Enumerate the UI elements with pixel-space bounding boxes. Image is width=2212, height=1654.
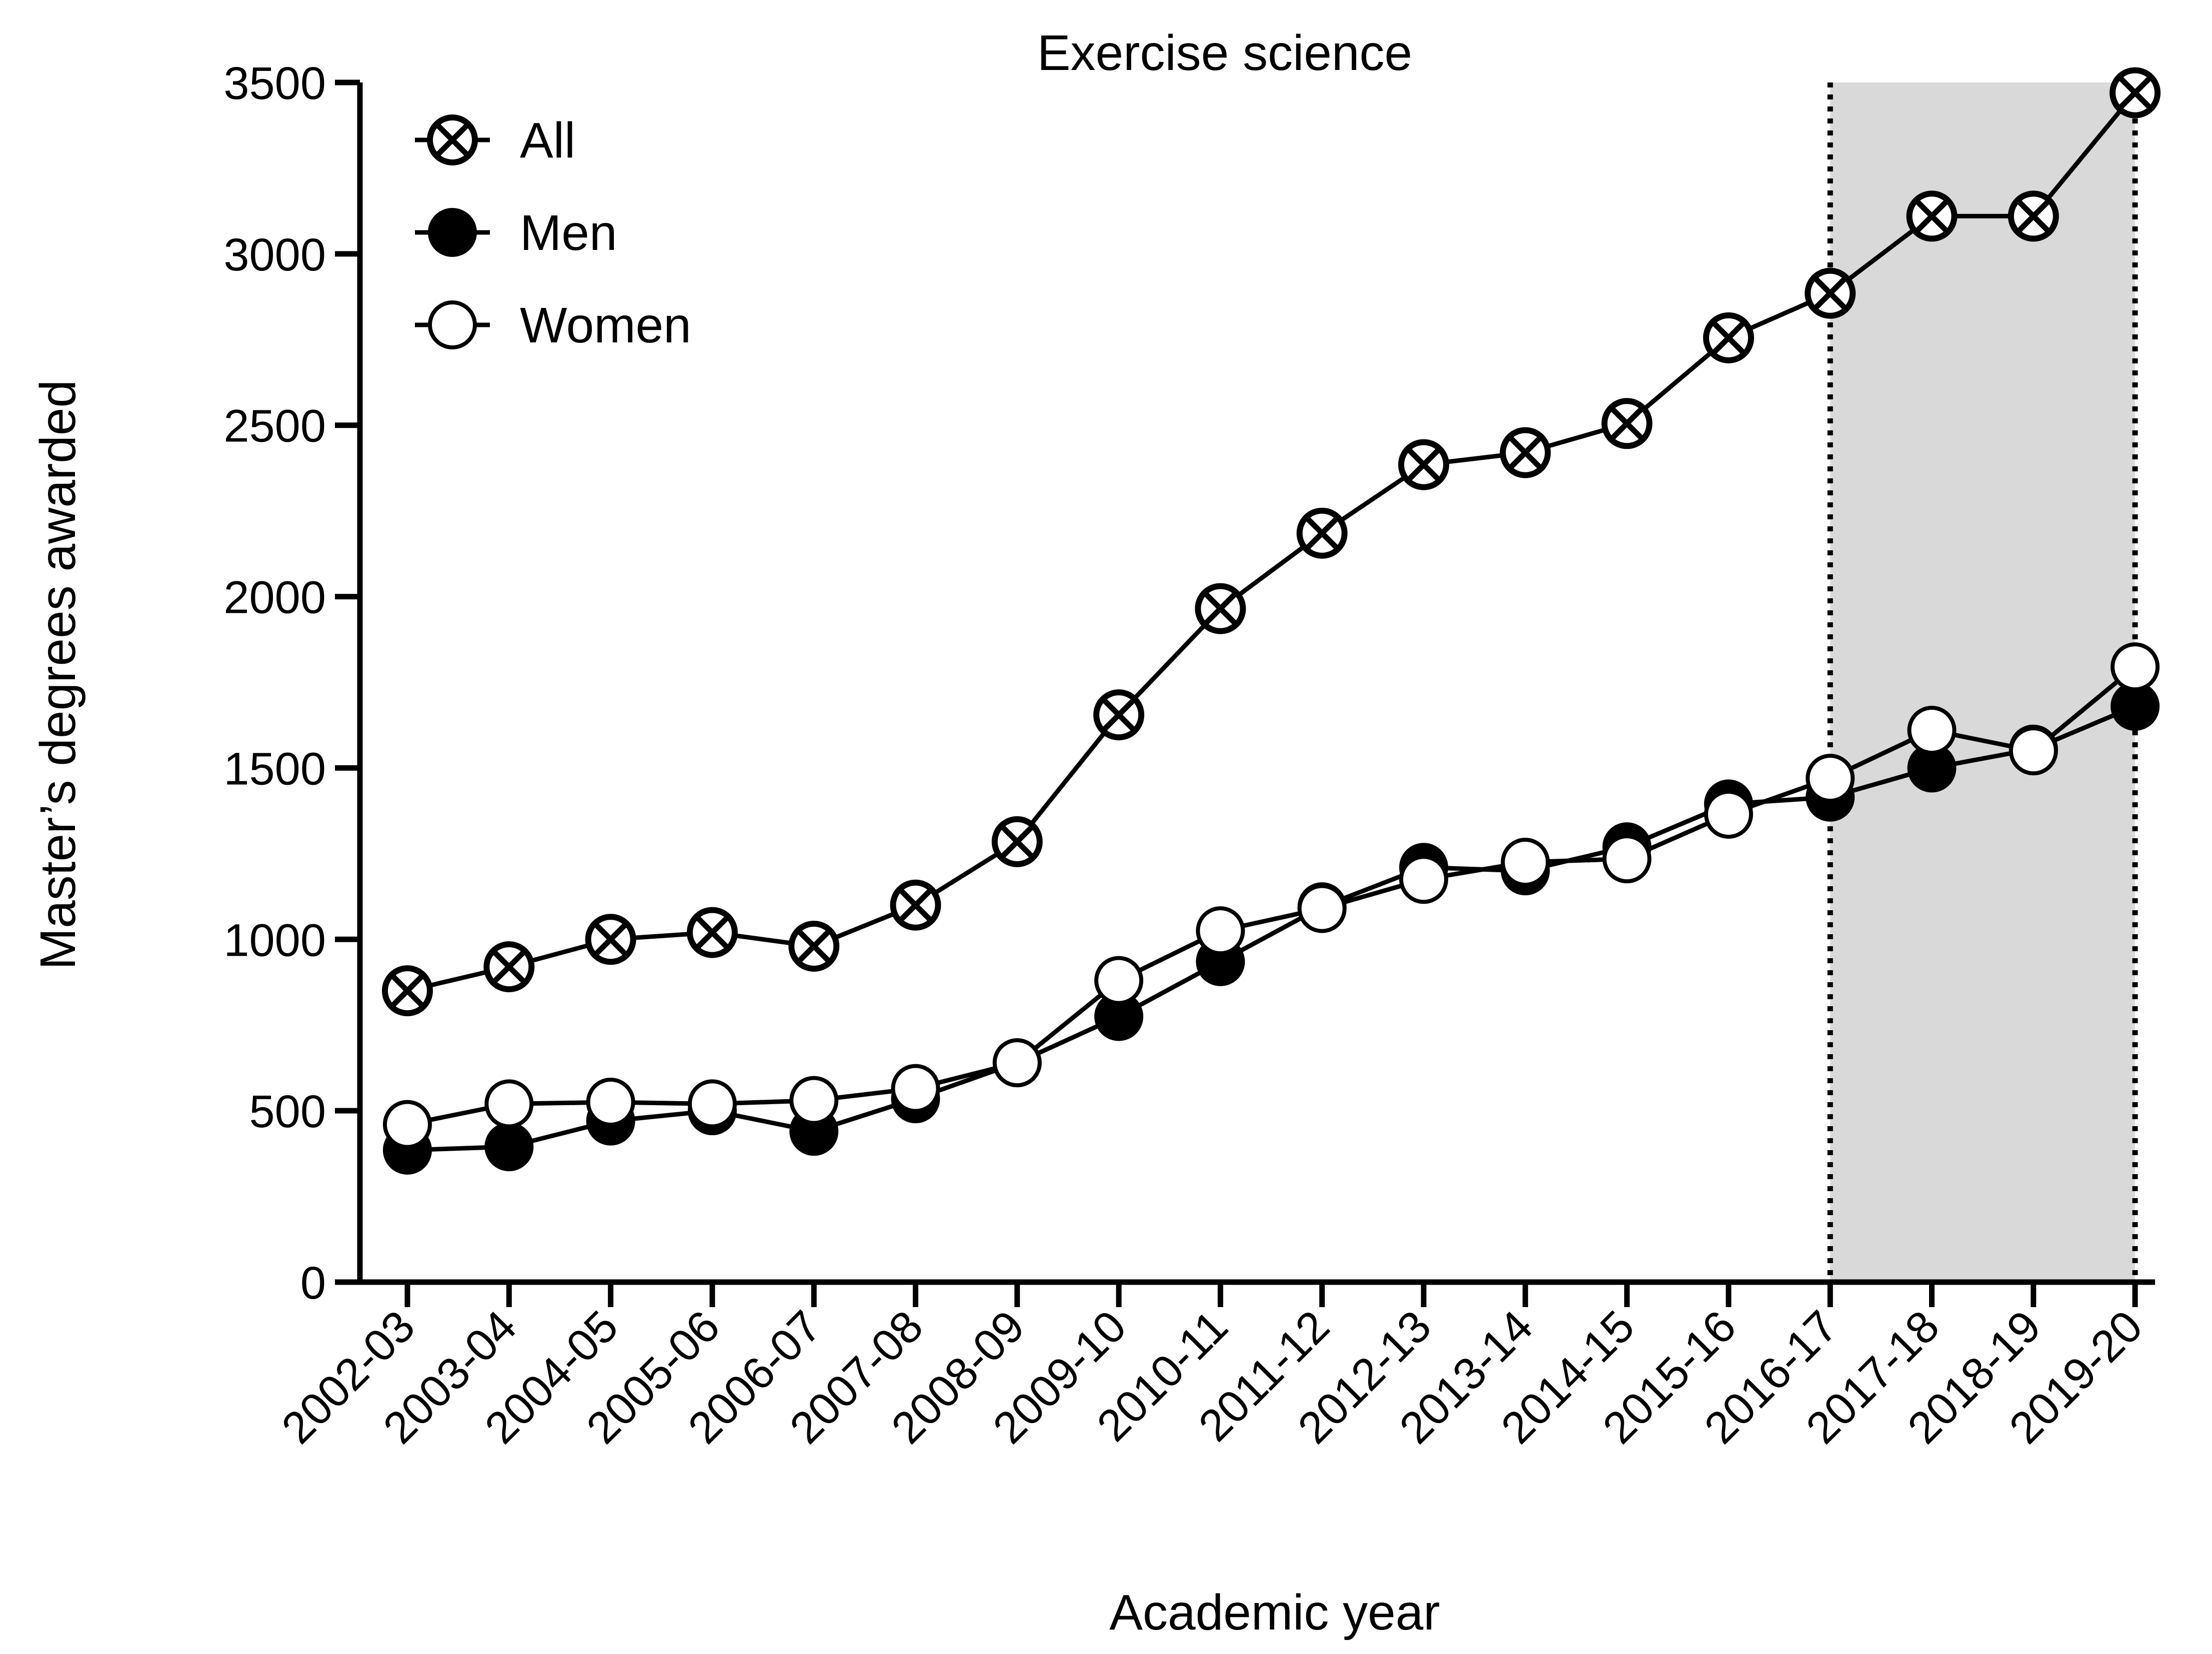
data-point-all-2017-18 [1906, 190, 1958, 242]
data-point-all-2013-14 [1500, 427, 1551, 478]
data-point-all-2016-17 [1805, 267, 1856, 319]
legend-item-men: Men [415, 205, 617, 261]
highlight-band [1830, 82, 2136, 1282]
chart-title: Exercise science [1037, 25, 1412, 81]
data-point-women-2017-18 [1907, 706, 1957, 755]
data-point-women-2009-10 [1094, 956, 1144, 1005]
data-point-all-2018-19 [2008, 190, 2059, 242]
y-tick-label-1000: 1000 [223, 915, 326, 966]
plot-area [382, 67, 2161, 1175]
data-point-all-2019-20 [2110, 67, 2161, 118]
data-point-all-2011-12 [1296, 507, 1348, 559]
data-point-all-2014-15 [1601, 398, 1653, 449]
data-point-all-2007-08 [890, 879, 941, 931]
data-point-women-2003-04 [484, 1079, 534, 1129]
data-point-women-2005-06 [687, 1079, 737, 1129]
y-tick-label-2000: 2000 [223, 572, 326, 623]
y-tick-label-500: 500 [249, 1086, 326, 1137]
data-point-women-2008-09 [992, 1038, 1042, 1088]
legend-marker-all [427, 114, 478, 165]
x-axis-title: Academic year [1109, 1585, 1440, 1641]
data-point-women-2013-14 [1501, 838, 1550, 887]
legend-label-women: Women [520, 297, 691, 353]
data-point-women-2002-03 [383, 1100, 432, 1149]
legend: All Men Women [415, 112, 691, 353]
legend-marker-men [428, 208, 477, 257]
legend-marker-women [428, 300, 477, 349]
legend-label-men: Men [520, 205, 617, 261]
data-point-women-2010-11 [1196, 906, 1245, 956]
data-point-women-2012-13 [1399, 855, 1448, 904]
data-point-all-2003-04 [483, 941, 535, 993]
data-point-all-2008-09 [991, 816, 1043, 867]
data-point-all-2002-03 [382, 965, 433, 1017]
data-point-all-2005-06 [686, 907, 738, 958]
data-point-women-2006-07 [789, 1076, 839, 1125]
data-point-women-2004-05 [586, 1078, 635, 1127]
y-tick-label-3500: 3500 [223, 58, 326, 109]
legend-item-women: Women [415, 297, 691, 353]
legend-label-all: All [520, 112, 575, 168]
data-point-women-2018-19 [2009, 726, 2058, 776]
y-tick-label-3000: 3000 [223, 229, 326, 280]
data-point-all-2010-11 [1195, 583, 1246, 634]
data-point-all-2015-16 [1703, 312, 1754, 363]
data-point-women-2015-16 [1704, 790, 1753, 839]
y-tick-label-1500: 1500 [223, 743, 326, 794]
highlight-region [1830, 82, 2136, 1282]
data-point-women-2011-12 [1297, 884, 1347, 933]
data-point-all-2006-07 [788, 921, 840, 972]
y-tick-label-2500: 2500 [223, 401, 326, 452]
data-point-women-2016-17 [1806, 754, 1855, 803]
data-point-all-2004-05 [585, 914, 636, 965]
data-point-women-2014-15 [1602, 834, 1652, 884]
y-tick-label-0: 0 [300, 1258, 326, 1309]
legend-item-all: All [415, 112, 575, 168]
data-point-men-2003-04 [484, 1122, 534, 1172]
data-point-all-2009-10 [1093, 689, 1145, 741]
data-point-women-2007-08 [891, 1064, 940, 1113]
y-axis-title: Master’s degrees awarded [30, 380, 86, 970]
data-point-women-2019-20 [2111, 642, 2160, 692]
data-point-all-2012-13 [1398, 439, 1449, 490]
